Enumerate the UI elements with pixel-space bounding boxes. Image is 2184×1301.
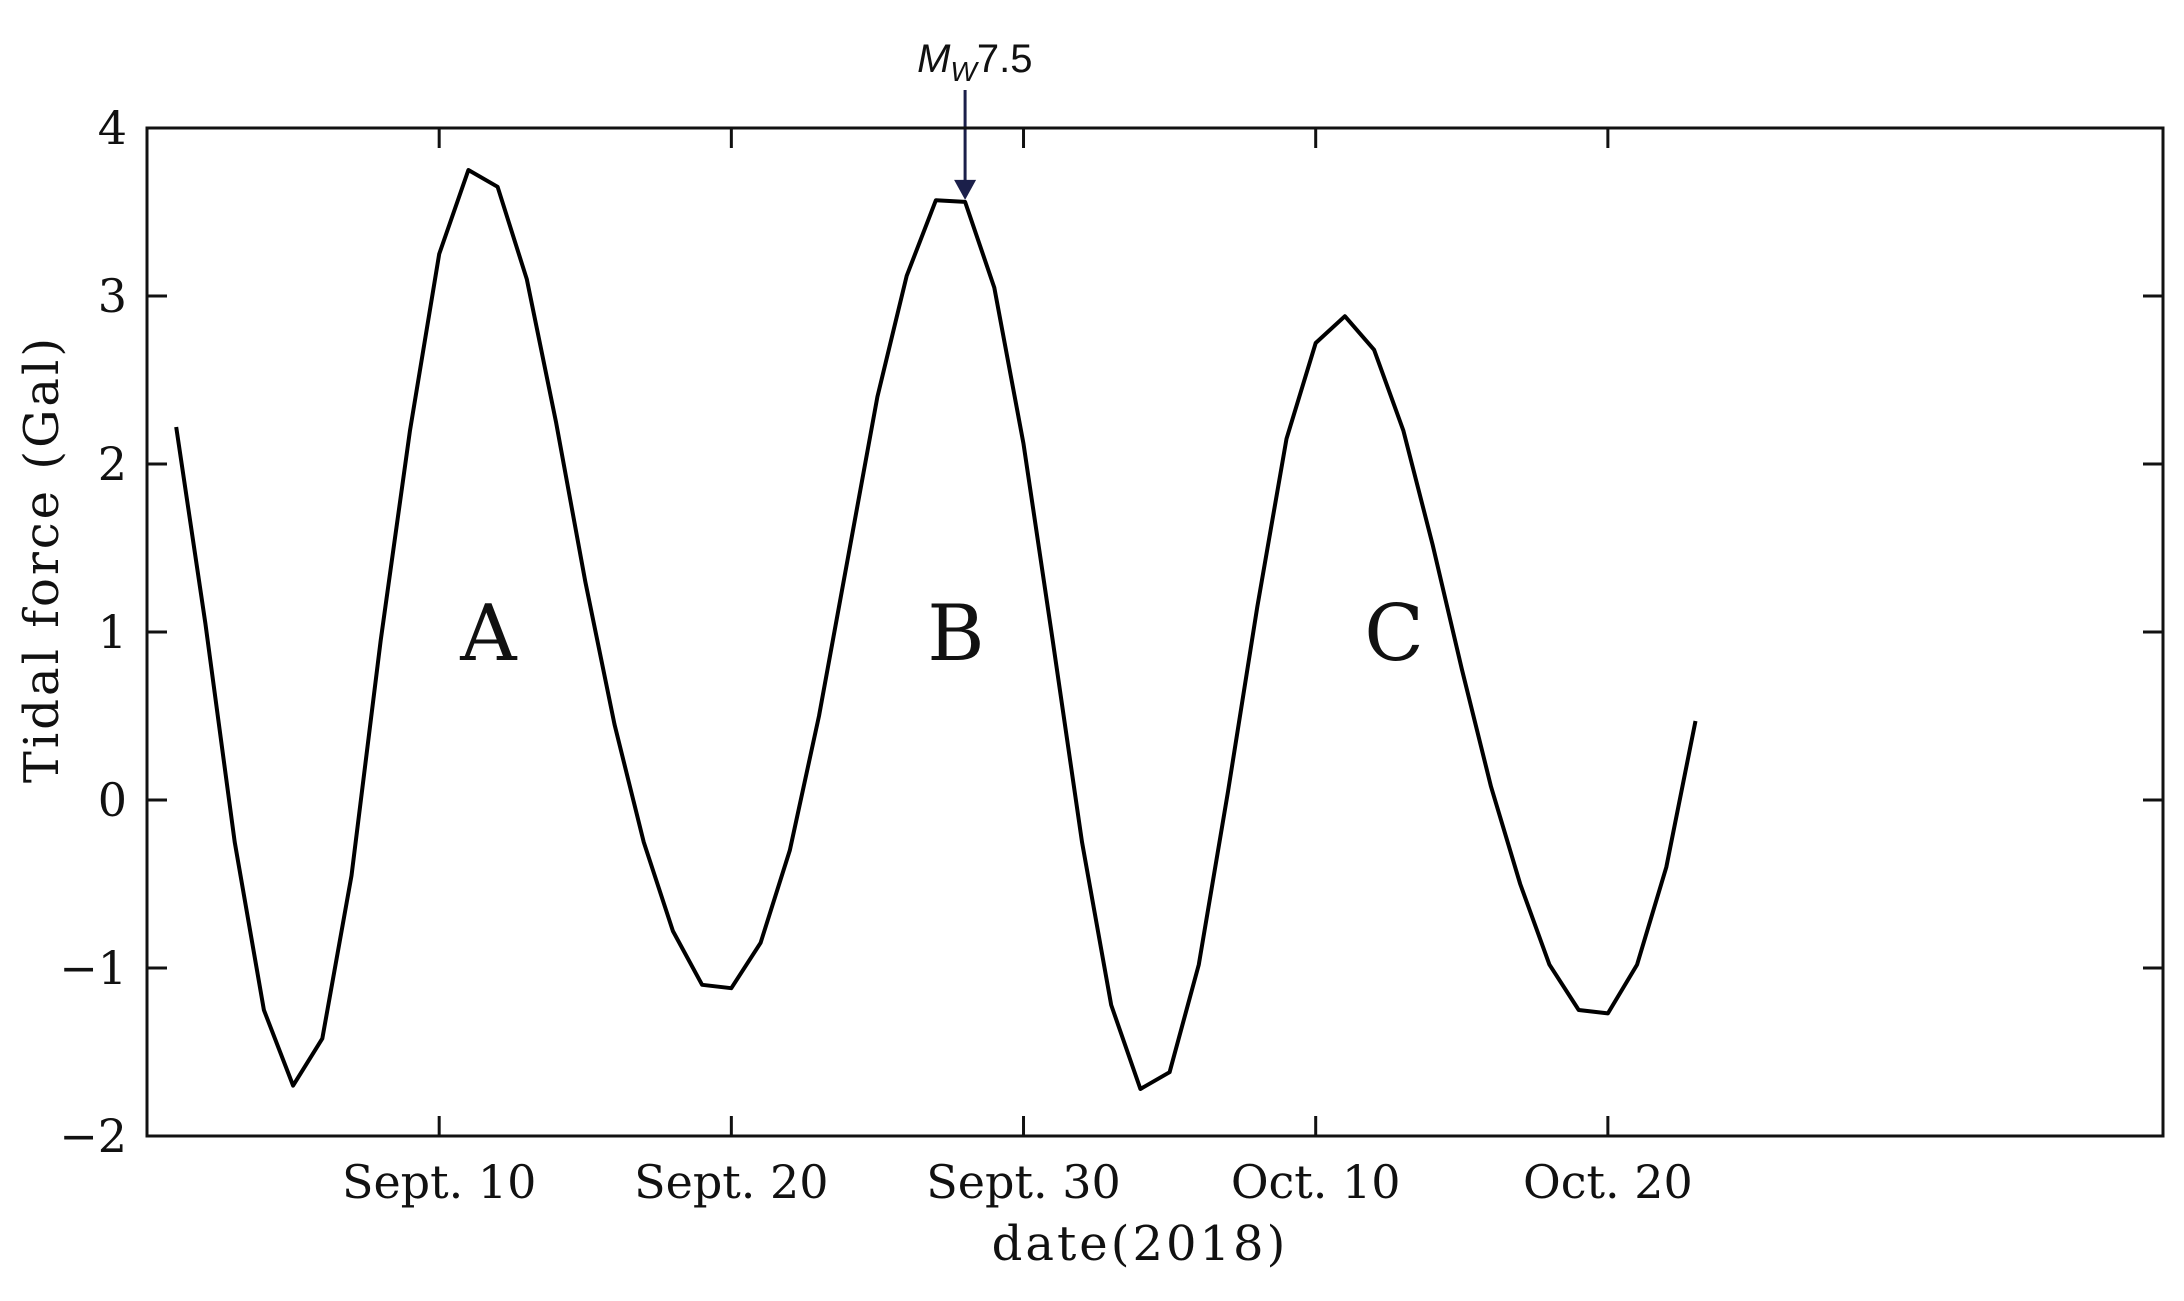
x-tick-label: Oct. 10: [1231, 1155, 1401, 1209]
x-tick-label: Oct. 20: [1523, 1155, 1693, 1209]
y-tick-label: 4: [98, 101, 127, 155]
peak-label-c: C: [1364, 589, 1424, 679]
series-layer: [174, 168, 1698, 1091]
plot-frame: [145, 126, 2165, 1138]
event-label: MW7.5: [917, 37, 1032, 87]
x-tick-label: Sept. 10: [342, 1155, 536, 1209]
earthquake-event-marker: MW7.5: [917, 37, 1032, 200]
y-tick-label: 1: [98, 605, 127, 659]
peak-labels: A B C: [459, 589, 1424, 679]
x-axis-ticks: Sept. 10 Sept. 20 Sept. 30 Oct. 10 Oct. 20: [342, 128, 1693, 1209]
x-tick-label: Sept. 30: [926, 1155, 1120, 1209]
y-tick-label: 2: [98, 437, 127, 491]
y-tick-label: −2: [59, 1109, 127, 1163]
tidal-force-line: [174, 168, 1698, 1091]
y-axis-title: Tidal force (Gal): [14, 335, 70, 783]
y-tick-label: −1: [59, 941, 127, 995]
x-tick-label: Sept. 20: [634, 1155, 828, 1209]
event-arrow-head: [954, 179, 977, 200]
peak-label-a: A: [459, 589, 518, 679]
y-tick-label: 3: [98, 269, 127, 323]
y-tick-label: 0: [98, 773, 127, 827]
x-axis-title: date(2018): [992, 1216, 1289, 1272]
peak-label-b: B: [927, 589, 984, 679]
y-axis-ticks: −2 −1 0 1 2 3 4: [59, 101, 2163, 1163]
